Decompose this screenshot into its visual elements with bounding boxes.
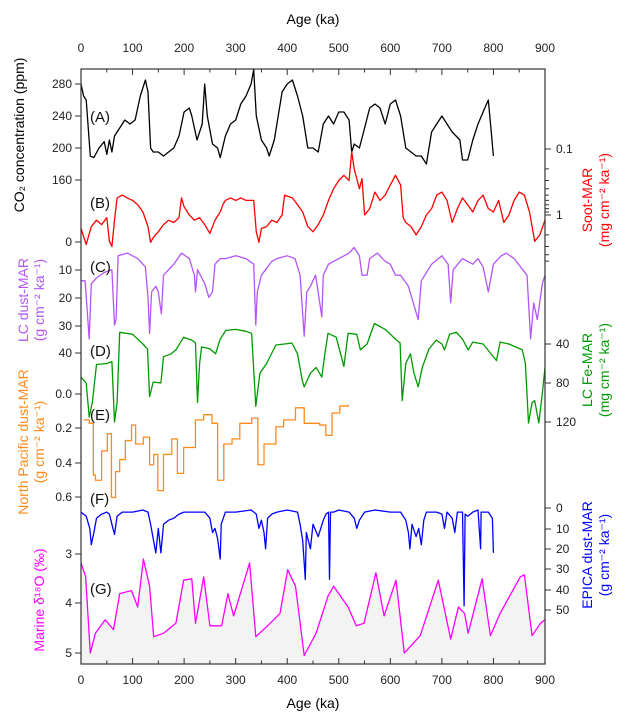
series-G-line	[80, 558, 546, 657]
y-tick-label-F: 0	[556, 501, 563, 515]
y-axis-title-C: (g cm⁻² ka⁻¹)	[31, 259, 47, 341]
x-tick-label-bottom: 500	[329, 673, 349, 687]
panel-label-E: (E)	[90, 407, 110, 424]
x-tick-label-top: 700	[432, 41, 452, 55]
series-D-line	[80, 322, 546, 424]
y-tick-label-F: 50	[556, 603, 570, 617]
y-axis-title-C: LC dust-MAR	[15, 258, 31, 342]
x-tick-label-bottom: 600	[380, 673, 400, 687]
series-E-line	[83, 404, 349, 499]
y-axis-title-E: North Pacific dust-MAR	[15, 369, 31, 514]
panel-label-D: (D)	[90, 343, 111, 360]
series-A-line	[80, 68, 495, 165]
x-tick-label-bottom: 100	[123, 673, 143, 687]
y-tick-label-B: 0.1	[556, 142, 573, 156]
y-axis-title-B: (mg cm⁻² ka⁻¹)	[596, 153, 612, 247]
x-axis-title-top: Age (ka)	[287, 11, 340, 27]
y-tick-label-E: 0.4	[55, 456, 72, 470]
y-tick-label-C: 30	[59, 319, 73, 333]
y-tick-label-D: 80	[556, 376, 570, 390]
x-tick-label-top: 800	[483, 41, 503, 55]
x-tick-label-top: 300	[226, 41, 246, 55]
x-tick-label-bottom: 300	[226, 673, 246, 687]
x-tick-label-top: 100	[123, 41, 143, 55]
y-axis-title-D: LC Fe-MAR	[579, 333, 595, 407]
y-tick-label-D: 120	[556, 415, 576, 429]
y-tick-label-G: 4	[65, 596, 72, 610]
y-tick-label-C: 40	[59, 346, 73, 360]
x-tick-label-bottom: 700	[432, 673, 452, 687]
panel-label-A: (A)	[90, 109, 110, 126]
y-axis-title-A: CO₂ concentration (ppm)	[11, 58, 27, 213]
y-tick-label-B: 1	[556, 208, 563, 222]
panel-label-G: (G)	[90, 581, 112, 598]
y-tick-label-F: 40	[556, 583, 570, 597]
x-axis-title-bottom: Age (ka)	[287, 695, 340, 711]
x-tick-label-top: 900	[535, 41, 555, 55]
x-tick-label-bottom: 400	[277, 673, 297, 687]
series-C-line	[81, 246, 546, 340]
x-tick-label-bottom: 200	[174, 673, 194, 687]
x-tick-label-top: 500	[329, 41, 349, 55]
y-tick-label-E: 0.6	[55, 490, 72, 504]
y-tick-label-C: 10	[59, 263, 73, 277]
x-tick-label-bottom: 0	[78, 673, 85, 687]
x-tick-label-top: 200	[174, 41, 194, 55]
panel-label-C: (C)	[90, 259, 111, 276]
y-tick-label-G: 5	[65, 646, 72, 660]
plot-frame	[80, 68, 546, 665]
y-tick-label-F: 20	[556, 542, 570, 556]
y-axis-title-D: (mg cm⁻² ka⁻¹)	[596, 323, 612, 417]
y-tick-label-A: 200	[52, 141, 72, 155]
y-tick-label-A: 280	[52, 77, 72, 91]
y-axis-title-F: (g cm⁻² ka⁻¹)	[596, 514, 612, 596]
series-B-line	[80, 151, 546, 248]
x-tick-label-bottom: 800	[483, 673, 503, 687]
panel-label-B: (B)	[90, 195, 110, 212]
x-tick-label-top: 0	[78, 41, 85, 55]
y-tick-label-F: 10	[556, 522, 570, 536]
y-axis-title-E: (g cm⁻² ka⁻¹)	[31, 401, 47, 483]
y-tick-label-G: 3	[65, 547, 72, 561]
y-tick-label-F: 30	[556, 562, 570, 576]
y-tick-label-E: 0.2	[55, 421, 72, 435]
x-tick-label-top: 400	[277, 41, 297, 55]
y-tick-label-A: 0	[65, 235, 72, 249]
y-tick-label-E: 0.0	[55, 387, 72, 401]
y-tick-label-A: 240	[52, 109, 72, 123]
x-tick-label-bottom: 900	[535, 673, 555, 687]
x-tick-label-top: 600	[380, 41, 400, 55]
y-tick-label-A: 160	[52, 173, 72, 187]
y-tick-label-D: 40	[556, 337, 570, 351]
y-tick-label-C: 20	[59, 291, 73, 305]
series-F-line	[80, 509, 495, 607]
y-axis-title-B: Soot-MAR	[579, 168, 595, 233]
y-axis-title-F: EPICA dust-MAR	[579, 501, 595, 608]
panel-label-F: (F)	[90, 491, 109, 508]
y-axis-title-G: Marine δ¹⁸O (‰)	[31, 548, 47, 651]
series-G-fill	[81, 559, 545, 664]
